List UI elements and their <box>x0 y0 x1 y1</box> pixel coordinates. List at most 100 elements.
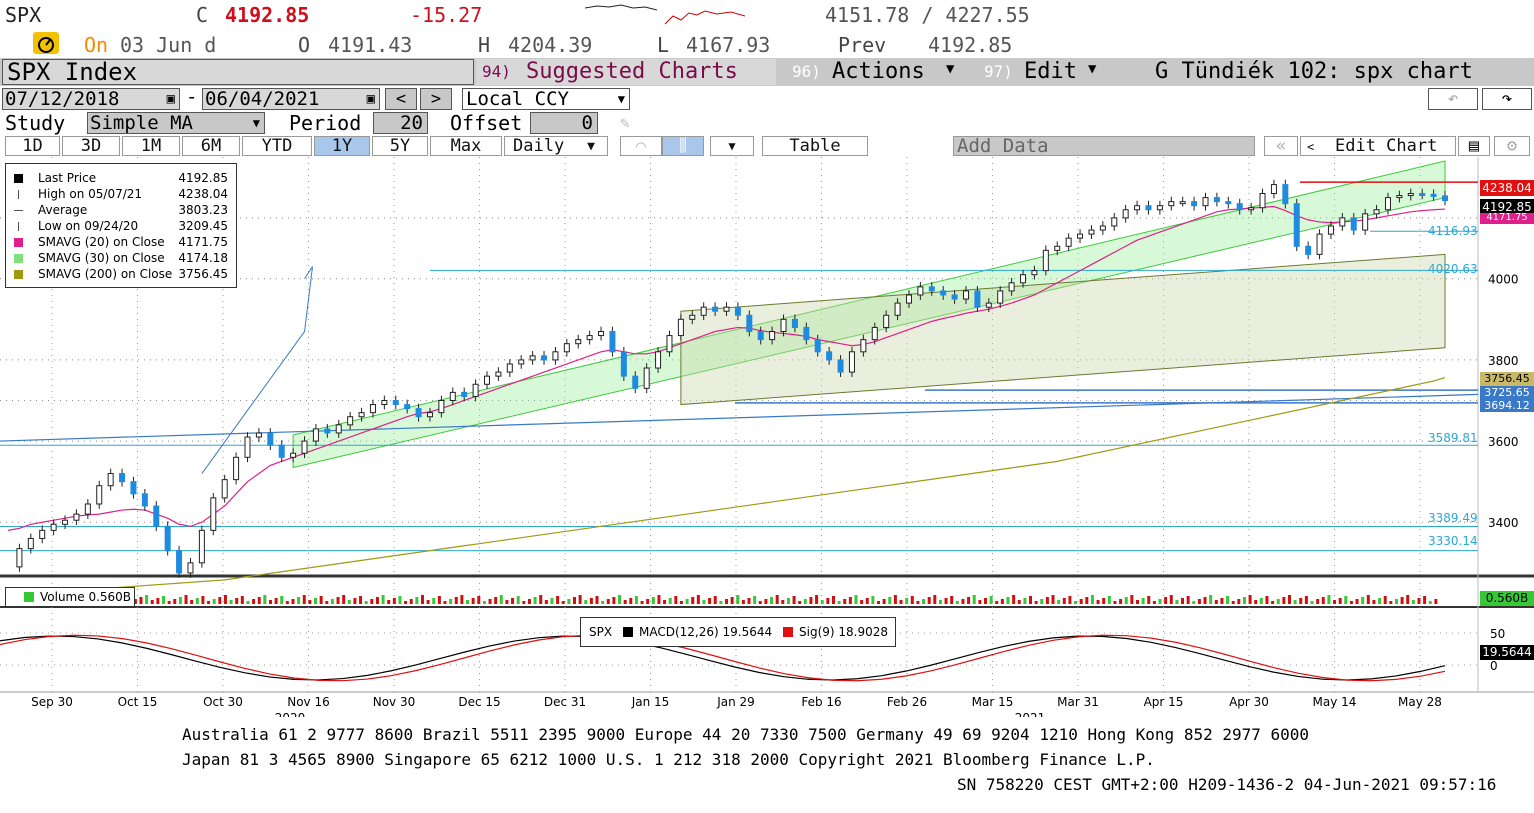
range-6m[interactable]: 6M <box>182 136 240 156</box>
end-date-field[interactable]: 06/04/2021 ▣ <box>202 88 380 110</box>
edit-chart-button[interactable]: < Edit Chart <box>1300 136 1456 156</box>
legend-name: High on 05/07/21 <box>38 187 143 201</box>
range-1y[interactable]: 1Y <box>314 136 370 156</box>
candle <box>27 537 34 550</box>
volume-bar <box>539 595 543 604</box>
chevron-down-icon[interactable]: ▼ <box>710 136 754 156</box>
date-dash: - <box>186 86 198 108</box>
volume-bar <box>618 595 622 604</box>
volume-bar <box>1006 597 1010 604</box>
volume-bar <box>1259 598 1263 604</box>
volume-bar <box>1107 596 1111 604</box>
volume-bar <box>1040 599 1044 604</box>
range-ytd[interactable]: YTD <box>242 136 312 156</box>
gauge-icon[interactable] <box>33 32 59 54</box>
volume-bar <box>815 595 819 604</box>
volume-bar <box>1310 601 1314 604</box>
volume-bar <box>443 601 447 604</box>
suggested-charts-button[interactable]: 94) Suggested Charts <box>476 59 776 85</box>
collapse-icon[interactable]: « <box>1264 136 1298 156</box>
table-button[interactable]: Table <box>762 136 868 156</box>
volume-bar <box>584 600 588 604</box>
volume-bar <box>770 597 774 604</box>
volume-bar <box>736 595 740 604</box>
price-chart[interactable]: 4000 3800 3600 3400 Sep 30 Oct 15 Oct 30 Nov 16… <box>0 157 1534 717</box>
legend-value: 3803.23 <box>178 203 228 217</box>
candle <box>267 432 274 446</box>
candle <box>1042 249 1049 272</box>
actions-menu[interactable]: 96) Actions ▼ <box>786 59 968 85</box>
range-3d[interactable]: 3D <box>62 136 120 156</box>
candle <box>1327 225 1334 235</box>
legend-name: Low on 09/24/20 <box>38 219 139 233</box>
volume-bar <box>831 596 835 604</box>
period-field[interactable]: 20 <box>373 112 428 134</box>
volume-bar <box>685 599 689 604</box>
legend-swatch <box>18 190 20 199</box>
volume-bar <box>173 599 177 604</box>
edit-menu[interactable]: 97) Edit ▼ <box>978 59 1113 85</box>
candle <box>1179 201 1186 205</box>
volume-bar <box>758 601 762 604</box>
calendar-icon[interactable]: ▣ <box>166 91 175 107</box>
candle <box>1213 197 1220 203</box>
undo-icon[interactable]: ↶ <box>1428 88 1478 110</box>
volume-bar <box>280 596 284 604</box>
range-5y[interactable]: 5Y <box>372 136 428 156</box>
volume-bar <box>1203 597 1207 604</box>
volume-bar <box>252 599 256 604</box>
next-period-button[interactable]: > <box>420 88 452 110</box>
volume-bar <box>606 599 610 604</box>
footer-phones-1: Australia 61 2 9777 8600 Brazil 5511 239… <box>182 725 1310 744</box>
redo-icon[interactable]: ↷ <box>1482 88 1532 110</box>
candle <box>1270 184 1277 195</box>
candle <box>575 339 582 345</box>
line-chart-icon[interactable]: ⌒ <box>620 136 662 156</box>
volume-bar <box>674 596 678 604</box>
chart-settings-icon[interactable]: ▤ <box>1458 136 1490 156</box>
offset-field[interactable]: 0 <box>530 112 598 134</box>
candle <box>198 529 205 564</box>
calendar-icon[interactable]: ▣ <box>366 91 375 107</box>
candle <box>472 383 479 397</box>
candle <box>1099 225 1106 231</box>
range-max[interactable]: Max <box>430 136 502 156</box>
volume-bar <box>1287 595 1291 604</box>
candle <box>426 412 433 418</box>
study-select[interactable]: Simple MA ▼ <box>87 112 265 134</box>
range-1m[interactable]: 1M <box>122 136 180 156</box>
candle <box>700 306 707 316</box>
volume-bar <box>336 597 340 604</box>
x-tick-label: Jan 15 <box>631 695 670 709</box>
volume-bar <box>1164 597 1168 604</box>
legend-sma30: SMAVG (30) on Close 4174.18 <box>6 250 234 266</box>
security-field[interactable]: SPX Index <box>2 59 474 85</box>
candle <box>985 302 992 308</box>
range-1d[interactable]: 1D <box>5 136 60 156</box>
add-data-field[interactable]: Add Data <box>953 136 1255 156</box>
frequency-select[interactable]: Daily ▼ <box>504 136 608 156</box>
volume-bar <box>398 596 402 604</box>
start-date-field[interactable]: 07/12/2018 ▣ <box>2 88 180 110</box>
volume-bar <box>1000 599 1004 604</box>
sma200-line <box>7 377 1446 596</box>
volume-bar <box>657 595 661 604</box>
prev-period-button[interactable]: < <box>385 88 417 110</box>
candle <box>119 473 126 483</box>
volume-bar <box>1423 596 1427 604</box>
volume-bar <box>156 598 160 604</box>
candle <box>221 479 228 499</box>
candle <box>609 331 616 353</box>
volume-bar <box>1096 600 1100 604</box>
volume-bar <box>364 601 368 604</box>
gear-icon[interactable]: ⚙ <box>1494 136 1530 156</box>
candle <box>837 359 844 373</box>
volume-bar <box>1417 598 1421 604</box>
macd-tick-label: 0 <box>1490 659 1498 673</box>
volume-bar <box>1333 600 1337 604</box>
x-tick-label: May 28 <box>1398 695 1442 709</box>
currency-select[interactable]: Local CCY ▼ <box>462 88 630 110</box>
pencil-icon[interactable]: ✎ <box>620 113 630 132</box>
candle <box>905 294 912 304</box>
candle-chart-icon[interactable]: ⫼ <box>662 136 704 156</box>
